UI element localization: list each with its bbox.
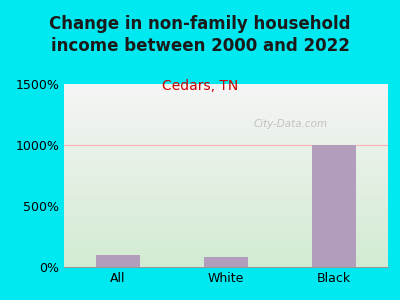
Bar: [204, 257, 248, 267]
Text: City-Data.com: City-Data.com: [254, 119, 328, 129]
Text: Cedars, TN: Cedars, TN: [162, 80, 238, 94]
Text: Change in non-family household
income between 2000 and 2022: Change in non-family household income be…: [49, 15, 351, 55]
Bar: [312, 145, 356, 267]
Bar: [96, 255, 140, 267]
